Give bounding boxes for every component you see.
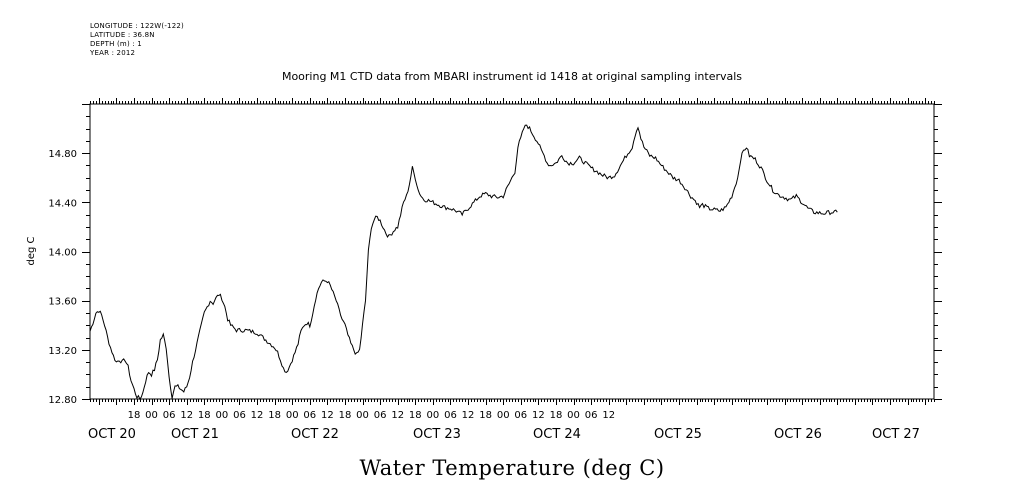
y-tick-label: 13.60 <box>48 297 77 308</box>
year-text: YEAR : 2012 <box>90 49 136 57</box>
date-label: OCT 26 <box>774 427 822 442</box>
hour-tick-label: 06 <box>374 410 387 421</box>
hour-tick-label: 06 <box>303 410 316 421</box>
hour-tick-label: 00 <box>145 410 158 421</box>
y-tick-label: 13.20 <box>48 346 77 357</box>
date-labels: OCT 20 OCT 21 OCT 22 OCT 23 OCT 24 OCT 25 OCT … <box>88 427 920 442</box>
hour-tick-label: 12 <box>532 410 545 421</box>
y-axis-label: deg C <box>26 236 37 265</box>
hour-tick-label: 00 <box>356 410 369 421</box>
date-label: OCT 20 <box>88 427 136 442</box>
hour-tick-label: 06 <box>233 410 246 421</box>
hour-tick-label: 18 <box>339 410 352 421</box>
y-tick-label: 14.80 <box>48 149 77 160</box>
depth-text: DEPTH (m) : 1 <box>90 40 142 48</box>
longitude-text: LONGITUDE : 122W(-122) <box>90 22 184 30</box>
date-label: OCT 21 <box>171 427 219 442</box>
hour-tick-label: 06 <box>163 410 176 421</box>
y-tick-label: 14.40 <box>48 198 77 209</box>
hour-tick-label: 00 <box>497 410 510 421</box>
hour-tick-label: 18 <box>128 410 141 421</box>
y-tick-label: 12.80 <box>48 395 77 406</box>
hour-tick-label: 06 <box>444 410 457 421</box>
hour-tick-label: 12 <box>462 410 475 421</box>
axis-ticks <box>82 98 942 405</box>
hour-tick-label: 00 <box>216 410 229 421</box>
hour-tick-label: 00 <box>427 410 440 421</box>
chart-title: Mooring M1 CTD data from MBARI instrumen… <box>282 70 742 83</box>
hour-tick-label: 18 <box>268 410 281 421</box>
hour-tick-label: 00 <box>567 410 580 421</box>
y-tick-label: 14.00 <box>48 248 77 259</box>
hour-tick-label: 12 <box>391 410 404 421</box>
x-axis-label: Water Temperature (deg C) <box>359 456 664 480</box>
hour-tick-label: 06 <box>514 410 527 421</box>
hour-tick-label: 18 <box>198 410 211 421</box>
date-label: OCT 27 <box>872 427 920 442</box>
plot-frame <box>89 103 935 400</box>
hour-tick-labels: 18 00 06 12 18 00 06 12 18 00 06 12 18 00 06 12 18 00 06 12… <box>128 410 615 421</box>
hour-tick-label: 12 <box>602 410 615 421</box>
date-label: OCT 25 <box>654 427 702 442</box>
hour-tick-label: 18 <box>550 410 563 421</box>
hour-tick-label: 18 <box>409 410 422 421</box>
hour-tick-label: 12 <box>321 410 334 421</box>
water-temperature-line <box>89 124 838 400</box>
date-label: OCT 24 <box>533 427 581 442</box>
date-label: OCT 23 <box>413 427 461 442</box>
station-metadata: LONGITUDE : 122W(-122) LATITUDE : 36.8N … <box>90 22 184 58</box>
hour-tick-label: 12 <box>180 410 193 421</box>
date-label: OCT 22 <box>291 427 339 442</box>
hour-tick-label: 06 <box>585 410 598 421</box>
hour-tick-label: 12 <box>251 410 264 421</box>
latitude-text: LATITUDE : 36.8N <box>90 31 155 39</box>
hour-tick-label: 00 <box>286 410 299 421</box>
y-tick-labels: 12.80 13.20 13.60 14.00 14.40 14.80 <box>48 149 77 406</box>
hour-tick-label: 18 <box>479 410 492 421</box>
